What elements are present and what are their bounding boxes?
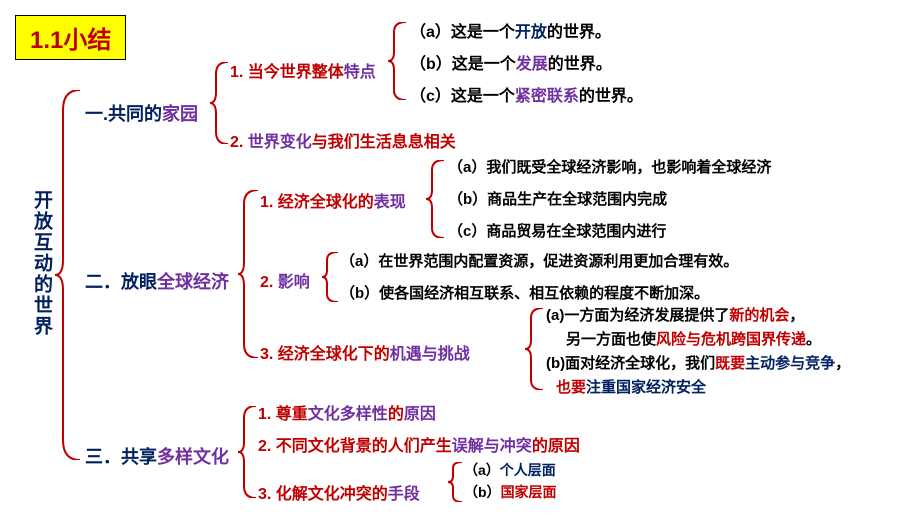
brace-b2c3 [525,308,543,390]
b1-c1-c: （c）这是一个紧密联系的世界。 [410,82,643,106]
b3-c3-a: （a）个人层面 [464,460,556,480]
brace-root [55,90,80,460]
b3-c2: 2. 不同文化背景的人们产生误解与冲突的原因 [258,432,580,456]
b2-c3: 3. 经济全球化下的机遇与挑战 [260,340,470,364]
brace-b2 [238,190,258,358]
b1-c1-a: （a）这是一个开放的世界。 [410,18,611,42]
b2-c3-b1: (b)面对经济全球化，我们既要主动参与竞争， [546,352,850,373]
branch-3: 三．共享多样文化 [85,443,229,469]
brace-b2c1 [426,160,444,238]
b2-c1-a: （a）我们既受全球经济影响，也影响着全球经济 [448,156,771,177]
brace-b3c3 [448,462,462,502]
b2-c1-b: （b）商品生产在全球范围内完成 [448,188,667,209]
b2-c1-c: （c）商品贸易在全球范围内进行 [448,220,666,241]
b2-c1: 1. 经济全球化的表现 [260,188,406,212]
b3-c3-b: （b）国家层面 [464,482,557,502]
b1-c1-b: （b）这是一个发展的世界。 [410,50,612,74]
brace-b1 [210,62,228,144]
b2-c3-a1: (a)一方面为经济发展提供了新的机会， [546,304,804,325]
branch-2: 二．放眼全球经济 [85,268,229,294]
b2-c2-a: （a）在世界范围内配置资源，促进资源利用更加合理有效。 [340,250,738,271]
title-box: 1.1小结 [15,15,126,60]
b2-c3-b2: 也要注重国家经济安全 [556,376,706,397]
brace-b1c1 [388,22,406,100]
brace-b3 [238,406,256,498]
b3-c1: 1. 尊重文化多样性的原因 [258,400,436,424]
b2-c3-a2: 另一方面也使风险与危机跨国界传递。 [566,328,821,349]
b1-c2: 2. 世界变化与我们生活息息相关 [230,128,456,152]
b3-c3: 3. 化解文化冲突的手段 [258,480,420,504]
b2-c2-b: （b）使各国经济相互联系、相互依赖的程度不断加深。 [340,282,709,303]
brace-b2c2 [322,252,338,302]
branch-1: 一.共同的家园 [85,100,198,126]
root-label: 开放互动的世界 [28,190,55,337]
b1-c1: 1. 当今世界整体特点 [230,58,376,82]
b2-c2: 2. 影响 [260,268,310,292]
